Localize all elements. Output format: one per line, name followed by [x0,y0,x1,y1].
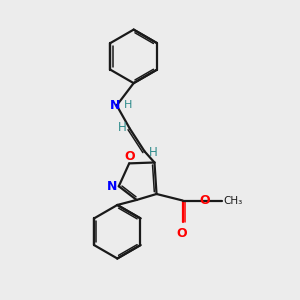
Text: H: H [124,100,132,110]
Text: H: H [148,146,157,160]
Text: N: N [107,180,117,193]
Text: H: H [118,121,127,134]
Text: N: N [110,99,120,112]
Text: O: O [124,150,134,163]
Text: O: O [176,227,187,240]
Text: O: O [200,194,210,207]
Text: CH₃: CH₃ [224,196,243,206]
